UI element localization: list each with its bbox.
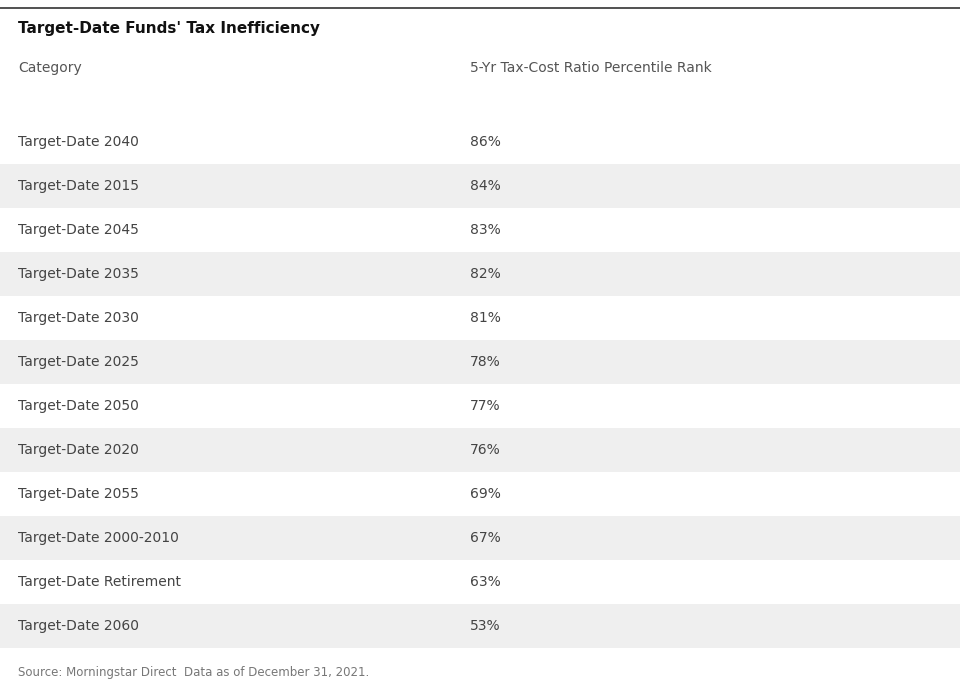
Bar — [0, 560, 960, 604]
Text: 84%: 84% — [470, 179, 501, 193]
Text: Source: Morningstar Direct  Data as of December 31, 2021.: Source: Morningstar Direct Data as of De… — [18, 666, 370, 679]
Bar — [0, 208, 960, 252]
Bar — [0, 516, 960, 560]
Bar — [0, 296, 960, 340]
Text: 83%: 83% — [470, 223, 501, 237]
Text: Target-Date 2040: Target-Date 2040 — [18, 135, 139, 149]
Text: Target-Date 2020: Target-Date 2020 — [18, 443, 139, 457]
Text: Target-Date 2050: Target-Date 2050 — [18, 399, 139, 413]
Text: 76%: 76% — [470, 443, 501, 457]
Text: 86%: 86% — [470, 135, 501, 149]
Bar — [0, 164, 960, 208]
Text: Target-Date 2030: Target-Date 2030 — [18, 311, 139, 325]
Bar — [0, 428, 960, 472]
Text: Target-Date 2025: Target-Date 2025 — [18, 355, 139, 369]
Text: Target-Date 2060: Target-Date 2060 — [18, 619, 139, 633]
Text: Category: Category — [18, 61, 82, 75]
Bar — [0, 384, 960, 428]
Text: 77%: 77% — [470, 399, 500, 413]
Text: 67%: 67% — [470, 531, 501, 545]
Text: 78%: 78% — [470, 355, 501, 369]
Bar — [0, 604, 960, 648]
Text: 5-Yr Tax-Cost Ratio Percentile Rank: 5-Yr Tax-Cost Ratio Percentile Rank — [470, 61, 711, 75]
Text: 63%: 63% — [470, 575, 501, 589]
Text: 81%: 81% — [470, 311, 501, 325]
Bar — [0, 472, 960, 516]
Bar — [0, 340, 960, 384]
Bar — [0, 252, 960, 296]
Text: 82%: 82% — [470, 267, 501, 281]
Text: Target-Date 2015: Target-Date 2015 — [18, 179, 139, 193]
Text: Target-Date 2000-2010: Target-Date 2000-2010 — [18, 531, 179, 545]
Text: Target-Date 2035: Target-Date 2035 — [18, 267, 139, 281]
Text: Target-Date 2055: Target-Date 2055 — [18, 487, 139, 501]
Bar — [0, 120, 960, 164]
Text: 69%: 69% — [470, 487, 501, 501]
Text: Target-Date Funds' Tax Inefficiency: Target-Date Funds' Tax Inefficiency — [18, 20, 320, 36]
Text: Target-Date Retirement: Target-Date Retirement — [18, 575, 181, 589]
Text: Target-Date 2045: Target-Date 2045 — [18, 223, 139, 237]
Text: 53%: 53% — [470, 619, 500, 633]
